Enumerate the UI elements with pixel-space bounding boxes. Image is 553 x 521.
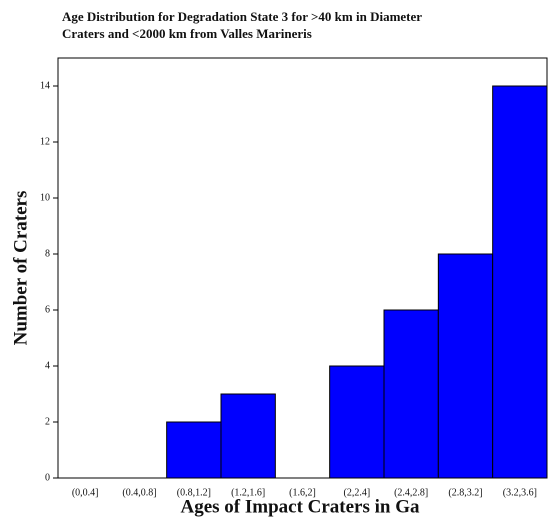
x-axis-title: Ages of Impact Craters in Ga bbox=[180, 496, 420, 517]
y-tick-label: 12 bbox=[40, 136, 50, 147]
bar bbox=[166, 421, 222, 479]
y-tick-label: 6 bbox=[45, 304, 50, 315]
y-tick-label: 4 bbox=[45, 360, 50, 371]
bar bbox=[220, 393, 276, 479]
x-tick-label: (2,2.4] bbox=[343, 487, 370, 498]
bar bbox=[437, 253, 494, 479]
y-tick-label: 14 bbox=[40, 80, 50, 91]
x-tick-label: (2.8,3.2] bbox=[448, 487, 482, 498]
y-axis-title: Number of Craters bbox=[10, 191, 31, 346]
x-tick-label: (1.6,2] bbox=[289, 487, 316, 498]
x-tick-label: (0,0.4] bbox=[72, 487, 99, 498]
x-tick-label: (3.2,3.6] bbox=[503, 487, 537, 498]
y-tick-label: 10 bbox=[40, 192, 50, 203]
x-tick-label: (0.4,0.8] bbox=[122, 487, 156, 498]
x-tick-label: (1.2,1.6] bbox=[231, 487, 265, 498]
chart-title: Age Distribution for Degradation State 3… bbox=[62, 9, 422, 41]
y-tick-label: 0 bbox=[45, 472, 50, 483]
bar bbox=[329, 365, 385, 479]
x-tick-label: (0.8,1.2] bbox=[177, 487, 211, 498]
x-tick-label: (2.4,2.8] bbox=[394, 487, 428, 498]
bar bbox=[492, 85, 548, 479]
y-tick-label: 8 bbox=[45, 248, 50, 259]
y-tick-label: 2 bbox=[45, 416, 50, 427]
bar bbox=[383, 309, 439, 479]
